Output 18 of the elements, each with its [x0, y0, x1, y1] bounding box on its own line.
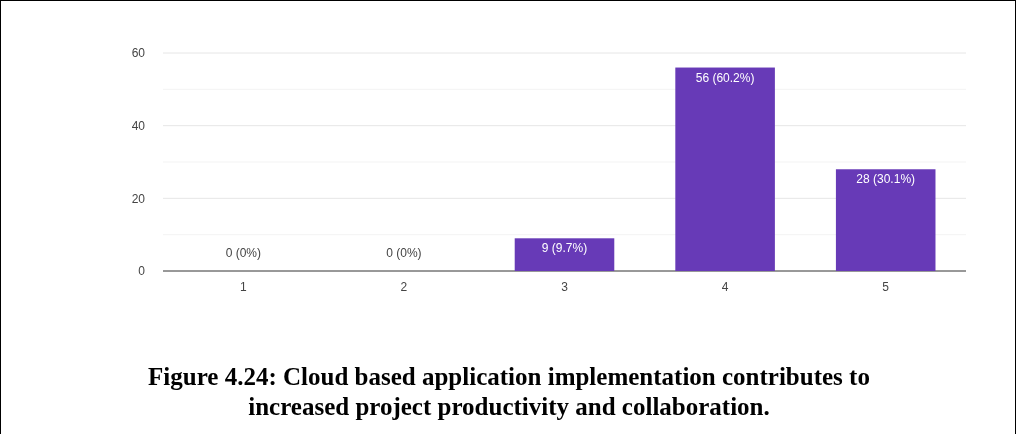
y-tick-label: 0	[138, 264, 146, 279]
data-label: 56 (60.2%)	[695, 70, 755, 85]
data-label: 9 (9.7%)	[541, 241, 588, 256]
data-label: 28 (30.1%)	[856, 172, 916, 187]
y-tick-label: 60	[131, 46, 146, 61]
bar	[835, 169, 936, 271]
x-tick-label: 4	[721, 280, 729, 294]
data-label: 0 (0%)	[225, 246, 261, 260]
data-label: 0 (0%)	[386, 246, 422, 260]
x-tick-label: 2	[400, 280, 408, 294]
y-tick-label: 20	[131, 191, 146, 206]
y-tick-label: 40	[131, 118, 146, 133]
bar	[514, 238, 615, 271]
x-tick-label: 3	[561, 280, 569, 294]
x-tick-label: 5	[882, 280, 890, 294]
text: Figure 4.24: Cloud based application implementation contributes to increased project productivity and collaboration.	[148, 363, 870, 420]
bar	[675, 67, 775, 271]
x-tick-label: 1	[239, 280, 247, 294]
